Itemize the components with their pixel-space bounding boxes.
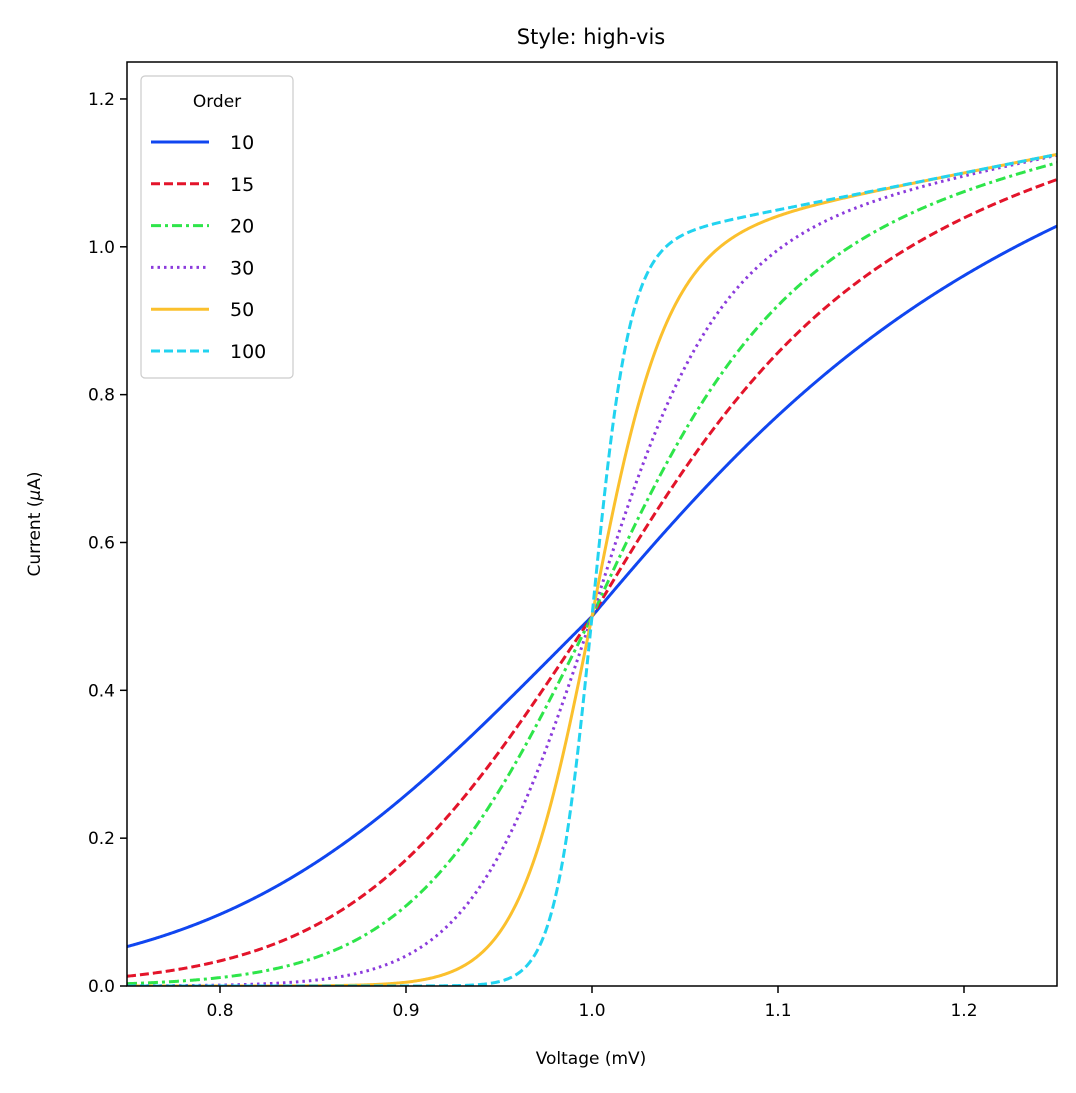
y-tick-label: 0.4 <box>88 681 115 701</box>
x-tick-label: 0.8 <box>206 1001 233 1021</box>
x-tick-label: 1.1 <box>764 1001 791 1021</box>
x-tick-label: 1.0 <box>578 1001 605 1021</box>
legend-title: Order <box>193 92 241 112</box>
legend-label-20: 20 <box>230 216 254 238</box>
x-tick-label: 1.2 <box>950 1001 977 1021</box>
legend-label-30: 30 <box>230 257 254 279</box>
legend-label-10: 10 <box>230 132 254 154</box>
y-tick-label: 0.0 <box>88 977 115 997</box>
y-tick-label: 0.6 <box>88 533 115 553</box>
y-axis-label-mu: μ <box>25 490 45 502</box>
x-axis-label: Voltage (mV) <box>536 1049 647 1069</box>
x-axis: 0.8 0.9 1.0 1.1 1.2 <box>206 986 978 1021</box>
y-tick-label: 0.8 <box>88 386 115 406</box>
legend: Order 10 15 20 30 50 100 <box>140 75 294 379</box>
legend-box <box>140 75 294 379</box>
y-axis: 0.0 0.2 0.4 0.6 0.8 1.0 1.2 <box>88 90 127 997</box>
y-axis-label: Current (μA) <box>25 472 45 577</box>
legend-label-15: 15 <box>230 174 254 196</box>
y-tick-label: 1.0 <box>88 238 115 258</box>
y-axis-label-suffix: A) <box>25 472 45 490</box>
series-line-20 <box>127 161 1057 986</box>
y-tick-label: 1.2 <box>88 90 115 110</box>
y-tick-label: 0.2 <box>88 829 115 849</box>
y-axis-label-prefix: Current ( <box>25 501 45 577</box>
chart-title: Style: high-vis <box>517 25 666 49</box>
legend-label-100: 100 <box>230 341 266 363</box>
legend-label-50: 50 <box>230 299 254 321</box>
x-tick-label: 0.9 <box>392 1001 419 1021</box>
